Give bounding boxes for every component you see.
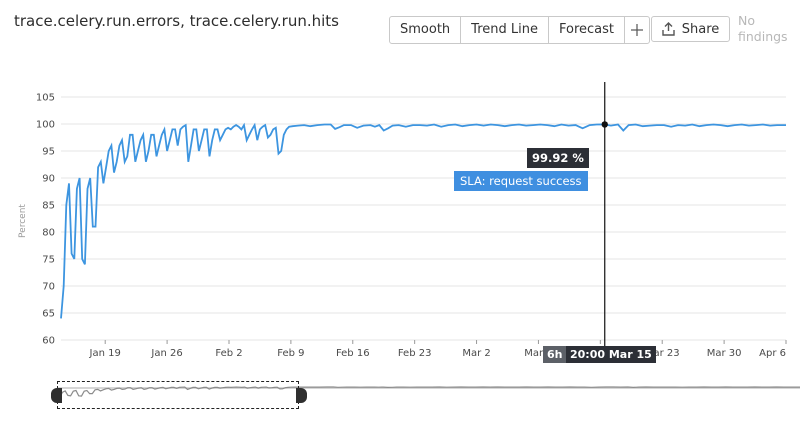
trend-line-button[interactable]: Trend Line [461, 17, 549, 43]
crosshair-point [601, 121, 608, 128]
y-tick-label: 100 [36, 120, 55, 131]
chart-options-toolbar: Smooth Trend Line Forecast [389, 16, 650, 44]
x-tick-label: Mar 30 [707, 348, 742, 359]
grid-lines [61, 96, 786, 341]
x-tick-label: Feb 16 [336, 348, 370, 359]
add-option-button[interactable] [625, 17, 649, 43]
x-tick-label: Feb 23 [398, 348, 432, 359]
x-tick-label: Jan 26 [150, 348, 182, 359]
x-tick-label: Jan 19 [89, 348, 121, 359]
series-line-sla [60, 122, 786, 319]
tooltip-value: 99.92 % [527, 148, 589, 168]
y-tick-label: 65 [42, 309, 55, 320]
share-label: Share [681, 21, 720, 37]
y-tick-label: 80 [42, 228, 55, 239]
y-tick-label: 90 [42, 174, 55, 185]
x-axis-ticks: Jan 19 Jan 26 Feb 2 Feb 9 Feb 16 Feb 23 Mar 2 M… [89, 340, 787, 359]
y-tick-label: 95 [42, 147, 55, 158]
x-tick-label: Mar 2 [462, 348, 490, 359]
widget-title: trace.celery.run.errors, trace.celery.ru… [14, 12, 339, 30]
share-icon [662, 22, 675, 36]
navigator-right-handle[interactable] [296, 388, 307, 403]
x-cursor-timestamp: 20:00 Mar 15 [566, 346, 656, 363]
y-axis-ticks: 60 65 70 75 80 85 90 95 100 105 [36, 93, 55, 347]
y-tick-label: 85 [42, 201, 55, 212]
tooltip-series-label: SLA: request success [454, 171, 588, 191]
y-tick-label: 70 [42, 282, 55, 293]
navigator-series-line [56, 386, 800, 401]
findings-status: No findings [738, 13, 788, 44]
x-cursor-granularity-badge: 6h [543, 346, 567, 363]
x-tick-label: Feb 9 [277, 348, 304, 359]
share-button[interactable]: Share [651, 16, 730, 42]
y-tick-label: 60 [42, 336, 55, 347]
plus-icon [631, 24, 643, 36]
y-axis-label: Percent [18, 204, 28, 238]
navigator-left-handle[interactable] [51, 388, 62, 403]
smooth-button[interactable]: Smooth [390, 17, 462, 43]
x-tick-label: Feb 2 [215, 348, 242, 359]
x-tick-label: Mar 9 [524, 348, 552, 359]
y-tick-label: 75 [42, 255, 55, 266]
forecast-button[interactable]: Forecast [549, 17, 625, 43]
navigator-selection[interactable] [57, 381, 299, 409]
y-tick-label: 105 [36, 93, 55, 104]
x-tick-label: Mar 23 [645, 348, 680, 359]
x-tick-label: Apr 6 [759, 348, 786, 359]
